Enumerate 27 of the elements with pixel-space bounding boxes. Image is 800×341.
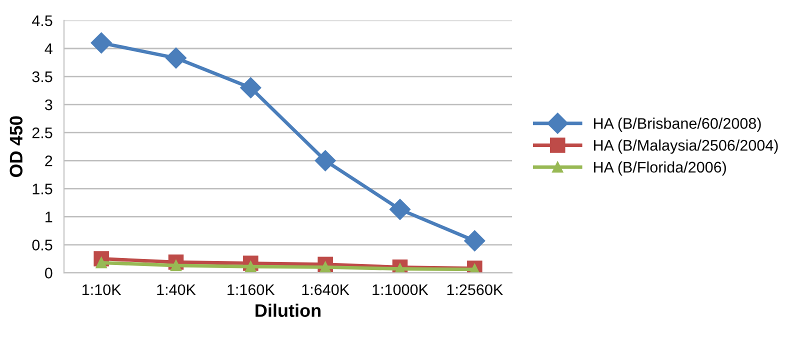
y-tick-label: 1 [46, 212, 52, 222]
y-tick-label: 0 [44, 268, 52, 278]
y-tick-label: 2.5 [32, 127, 52, 138]
legend-label: HA (B/Florida/2006) [594, 161, 726, 176]
y-tick-label: 4 [44, 44, 52, 54]
x-tick-label: 1:2560K [447, 284, 503, 296]
y-tick-label: 3 [44, 99, 52, 110]
y-tick-label: 4.5 [32, 15, 52, 26]
point [389, 198, 411, 220]
y-tick-label: 0.5 [32, 240, 52, 250]
x-tick-label: 1:1000K [372, 284, 428, 296]
x-tick-label: 1:40K [157, 284, 196, 296]
x-axis-title: Dilution [256, 304, 320, 317]
y-axis-title: OD 450 [10, 116, 23, 177]
y-tick-label: 3.5 [32, 71, 52, 82]
point [240, 77, 262, 98]
y-tick-label: 2 [45, 156, 52, 166]
y-tick-label: 1.5 [32, 184, 52, 194]
x-tick-label: 1:10K [82, 284, 122, 296]
legend-label: HA (B/Brisbane/60/2008) [594, 118, 761, 132]
legend-label: HA (B/Malaysia/2506/2004) [594, 140, 778, 154]
x-tick-label: 1:640K [302, 284, 350, 296]
point [90, 32, 112, 54]
point [314, 150, 336, 172]
x-tick-label: 1:160K [228, 284, 275, 296]
point [165, 48, 187, 69]
point [464, 230, 486, 252]
